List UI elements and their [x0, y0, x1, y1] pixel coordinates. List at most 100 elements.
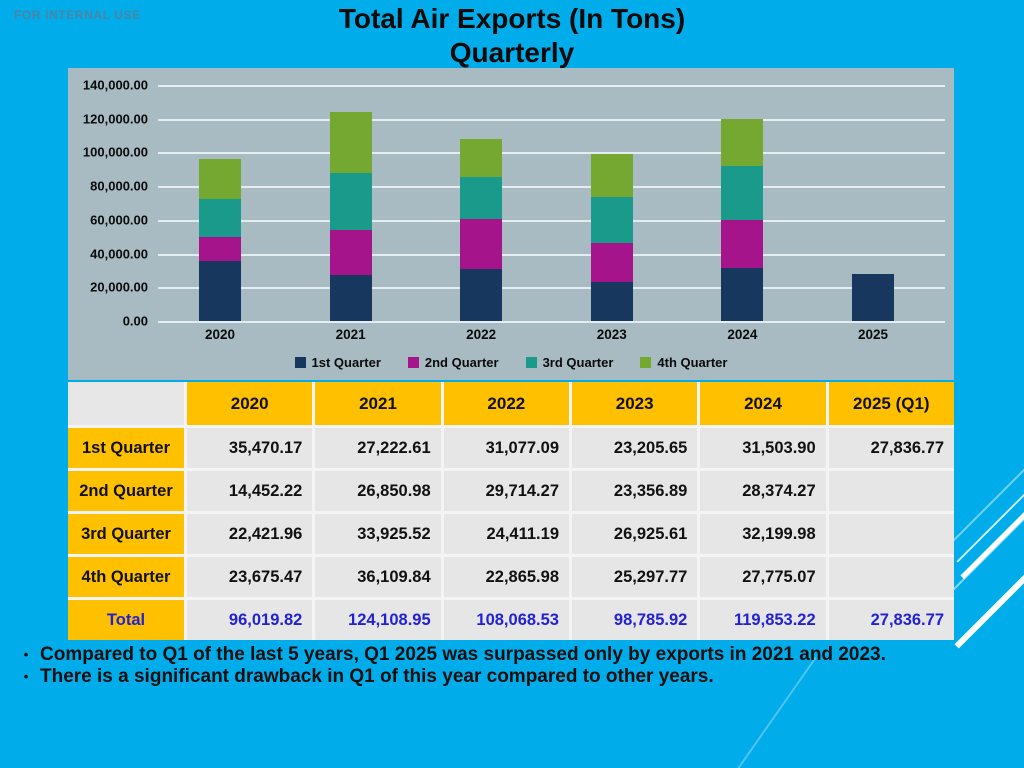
bar-segment-2025-q1 — [852, 274, 894, 321]
table-cell: 26,850.98 — [315, 471, 441, 511]
legend-swatch-icon — [525, 357, 537, 368]
bar-segment-2020-q1 — [199, 261, 241, 321]
y-axis-tick-label: 60,000.00 — [90, 212, 148, 228]
table-cell: 32,199.98 — [700, 514, 826, 554]
legend-swatch-icon — [640, 357, 652, 368]
table-cell: 36,109.84 — [315, 557, 441, 597]
bar-segment-2023-q3 — [590, 197, 633, 243]
bullet-item: • There is a significant drawback in Q1 o… — [12, 666, 1012, 688]
table-cell: 35,470.17 — [187, 428, 313, 468]
gridline — [158, 186, 945, 189]
bar-segment-2024-q4 — [721, 118, 764, 166]
table-cell: 23,205.65 — [572, 428, 698, 468]
table-cell: 29,714.27 — [443, 471, 569, 511]
table-header-2023: 2023 — [572, 382, 698, 425]
bar-segment-2022-q3 — [460, 177, 503, 219]
legend-swatch-icon — [407, 357, 419, 368]
bullet-dot: • — [23, 669, 29, 684]
gridline — [158, 152, 945, 155]
chart-panel: 1st Quarter 2nd Quarter 3rd Quarter 4th Qua… — [68, 68, 954, 380]
table-cell: 108,068.53 — [443, 600, 569, 640]
table-cell — [828, 471, 954, 511]
y-axis-tick-label: 100,000.00 — [82, 144, 148, 160]
bar-segment-2021-q4 — [329, 111, 372, 173]
table-cell: 124,108.95 — [315, 600, 441, 640]
bar-segment-2022-q1 — [460, 268, 503, 321]
gridline — [158, 118, 945, 121]
bar-segment-2022-q2 — [460, 218, 503, 269]
bar-segment-2021-q3 — [329, 172, 372, 230]
gridline — [158, 321, 945, 323]
table-cell: 98,785.92 — [572, 600, 698, 640]
legend-label: 2nd Quarter — [424, 355, 499, 370]
table-cell: 28,374.27 — [700, 471, 826, 511]
bar-segment-2023-q1 — [590, 281, 633, 321]
table-cell: 22,421.96 — [187, 514, 313, 554]
bullet-item: • Compared to Q1 of the last 5 years, Q1 … — [12, 644, 1012, 666]
bar-segment-2023-q2 — [590, 242, 633, 282]
table-cell: 27,222.61 — [315, 428, 441, 468]
table-cell: 25,297.77 — [572, 557, 698, 597]
bar-segment-2024-q3 — [721, 165, 764, 221]
gridline — [158, 219, 945, 222]
table-cell: 96,019.82 — [187, 600, 313, 640]
table-corner-cell — [68, 382, 184, 425]
table-cell: 27,775.07 — [700, 557, 826, 597]
table-cell — [828, 557, 954, 597]
y-axis-tick-label: 80,000.00 — [90, 178, 148, 194]
table-cell — [828, 514, 954, 554]
legend-swatch-icon — [294, 357, 306, 368]
bar-segment-2022-q4 — [460, 138, 503, 178]
bar-segment-2024-q2 — [721, 220, 764, 268]
table-header-2025-q1-: 2025 (Q1) — [828, 382, 954, 425]
x-axis-tick-label: 2025 — [857, 327, 889, 342]
bar-segment-2021-q2 — [329, 229, 372, 276]
legend-item: 2nd Quarter — [407, 355, 499, 370]
table-row-label: 3rd Quarter — [68, 514, 184, 554]
bullet-list: • Compared to Q1 of the last 5 years, Q1 … — [12, 644, 1012, 688]
table-header-2021: 2021 — [315, 382, 441, 425]
y-axis-tick-label: 120,000.00 — [82, 111, 148, 127]
legend-label: 1st Quarter — [311, 355, 381, 370]
slide-title-line1: Total Air Exports (In Tons) — [338, 3, 686, 34]
table-row-label: 2nd Quarter — [68, 471, 184, 511]
y-axis-tick-label: 140,000.00 — [82, 77, 148, 93]
table-header-2024: 2024 — [700, 382, 826, 425]
slide-title: Total Air Exports (In Tons) Quarterly — [0, 2, 1024, 70]
bar-segment-2020-q2 — [199, 236, 241, 262]
diagonal-line-decoration — [954, 467, 1024, 649]
legend-label: 3rd Quarter — [542, 355, 614, 370]
table-cell: 23,356.89 — [572, 471, 698, 511]
table-cell: 33,925.52 — [315, 514, 441, 554]
chart-legend: 1st Quarter 2nd Quarter 3rd Quarter 4th Qua… — [68, 355, 954, 370]
x-axis-tick-label: 2021 — [335, 327, 366, 342]
internal-use-watermark: FOR INTERNAL USE — [14, 8, 141, 22]
bar-segment-2020-q4 — [199, 159, 241, 200]
bullet-text: Compared to Q1 of the last 5 years, Q1 2… — [40, 644, 886, 665]
data-table: 2020 2021 2022 2023 2024 2025 (Q1) 1st Quarter… — [68, 382, 954, 640]
gridline — [158, 287, 945, 290]
x-axis-tick-label: 2023 — [596, 327, 627, 342]
bullet-text: There is a significant drawback in Q1 of… — [40, 666, 714, 687]
table-row-label: Total — [68, 600, 184, 640]
bullet-dot: • — [23, 647, 29, 662]
gridline — [158, 253, 945, 256]
y-axis-tick-label: 40,000.00 — [90, 246, 148, 262]
bar-segment-2020-q3 — [199, 199, 241, 237]
legend-item: 3rd Quarter — [525, 355, 614, 370]
table-cell: 119,853.22 — [700, 600, 826, 640]
bar-segment-2024-q1 — [721, 267, 764, 321]
legend-item: 4th Quarter — [640, 355, 727, 370]
table-cell: 31,503.90 — [700, 428, 826, 468]
table-cell: 24,411.19 — [443, 514, 569, 554]
slide-title-line2: Quarterly — [449, 37, 575, 68]
table-header-2020: 2020 — [187, 382, 313, 425]
table-cell: 27,836.77 — [828, 600, 954, 640]
table-row-label: 1st Quarter — [68, 428, 184, 468]
bar-segment-2023-q4 — [590, 154, 633, 198]
diagonal-line-decoration — [949, 436, 1024, 594]
table-header-2022: 2022 — [443, 382, 569, 425]
table-cell: 31,077.09 — [443, 428, 569, 468]
table-cell: 14,452.22 — [187, 471, 313, 511]
